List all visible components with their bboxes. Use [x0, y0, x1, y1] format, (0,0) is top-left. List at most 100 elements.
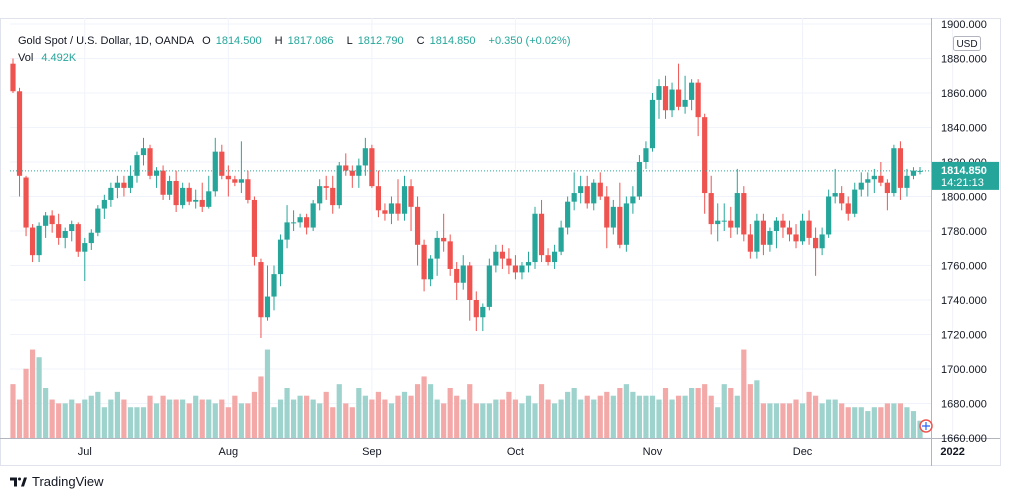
candle-body	[525, 262, 532, 266]
candle-body	[134, 155, 140, 176]
volume-bar	[708, 395, 714, 438]
price-tick-label: 1760.000	[941, 261, 987, 273]
volume-bar	[297, 395, 303, 438]
volume-bar	[734, 395, 740, 438]
candle-body	[10, 63, 16, 92]
candle-body	[349, 170, 355, 176]
volume-legend: Vol 4.492K	[18, 52, 81, 64]
candle-body	[675, 89, 682, 107]
candle-body	[434, 237, 440, 259]
volume-label[interactable]: Vol	[18, 52, 34, 64]
candle-body	[865, 179, 871, 183]
candle-body	[832, 193, 838, 197]
chart-settings-icon[interactable]	[919, 419, 933, 433]
price-tick-label: 1720.000	[941, 330, 987, 342]
volume-bar	[317, 403, 323, 438]
volume-bar	[167, 399, 173, 438]
candle-body	[336, 165, 342, 206]
candle-body	[401, 186, 408, 214]
volume-bar	[747, 384, 753, 438]
candle-body	[75, 224, 81, 252]
volume-bar	[767, 403, 773, 438]
volume-bar	[904, 407, 910, 438]
volume-bar	[525, 395, 532, 438]
candle-body	[656, 86, 662, 100]
volume-bar	[108, 399, 114, 438]
volume-value: 4.492K	[41, 52, 77, 64]
candle-body	[297, 217, 303, 223]
volume-bar	[414, 384, 421, 438]
candle-body	[689, 82, 695, 100]
volume-bar	[206, 399, 212, 438]
candle-body	[310, 203, 316, 228]
volume-bar	[258, 376, 264, 438]
volume-bar	[290, 399, 297, 438]
candle-body	[23, 177, 29, 228]
candle-body	[493, 251, 499, 266]
volume-bar	[917, 420, 923, 438]
volume-bar	[232, 395, 238, 438]
volume-bar	[238, 403, 244, 438]
candle-body	[95, 208, 101, 233]
volume-bar	[454, 395, 460, 438]
candle-body	[538, 213, 545, 256]
time-tick-label: 2022	[940, 446, 964, 458]
candle-body	[623, 203, 629, 245]
candle-body	[467, 265, 473, 300]
volume-bar	[878, 407, 884, 438]
volume-bar	[10, 384, 16, 438]
volume-bar	[460, 399, 466, 438]
volume-bar	[219, 399, 225, 438]
candle-body	[212, 151, 218, 192]
volume-bar	[264, 349, 271, 438]
volume-bar	[16, 399, 23, 438]
candle-body	[826, 196, 832, 235]
candle-body	[904, 175, 910, 188]
currency-badge[interactable]: USD	[953, 36, 981, 51]
symbol-title[interactable]: Gold Spot / U.S. Dollar, 1D, OANDA	[18, 35, 195, 47]
candle-body	[219, 151, 225, 176]
volume-bar	[819, 403, 825, 438]
volume-bar	[428, 384, 434, 438]
candle-body	[728, 220, 734, 228]
candle-body	[897, 148, 904, 188]
candle-body	[499, 251, 505, 259]
brand-name: TradingView	[32, 474, 104, 489]
volume-bar	[643, 395, 649, 438]
candle-body	[108, 187, 114, 200]
volume-bar	[689, 388, 695, 438]
candle-body	[29, 227, 36, 256]
volume-bar	[786, 403, 793, 438]
candle-body	[369, 148, 375, 187]
volume-bar	[134, 407, 140, 438]
volume-bar	[695, 388, 701, 438]
volume-bar	[375, 391, 382, 438]
candle-body	[584, 186, 590, 204]
volume-bar	[36, 357, 42, 438]
candle-body	[193, 199, 199, 202]
candle-body	[617, 206, 623, 245]
volume-bar	[551, 403, 558, 438]
volume-bar	[630, 391, 636, 438]
volume-bar	[401, 391, 408, 438]
volume-bar	[349, 407, 355, 438]
time-tick-label: Aug	[219, 446, 239, 458]
candle-body	[43, 215, 49, 226]
candle-body	[251, 199, 258, 257]
volume-bar	[845, 407, 851, 438]
volume-bar	[225, 407, 231, 438]
candle-body	[878, 175, 884, 183]
volume-bar	[499, 399, 505, 438]
candle-body	[441, 237, 447, 242]
symbol-legend: Gold Spot / U.S. Dollar, 1D, OANDA O 1814…	[18, 35, 576, 47]
candle-body	[819, 234, 825, 249]
volume-bar	[180, 399, 186, 438]
volume-bar	[656, 399, 662, 438]
volume-bar	[153, 403, 160, 438]
tradingview-brand[interactable]: TradingView	[10, 474, 104, 489]
volume-bar	[434, 399, 440, 438]
volume-bar	[806, 391, 812, 438]
candle-body	[597, 182, 603, 197]
candle-body	[578, 186, 584, 194]
